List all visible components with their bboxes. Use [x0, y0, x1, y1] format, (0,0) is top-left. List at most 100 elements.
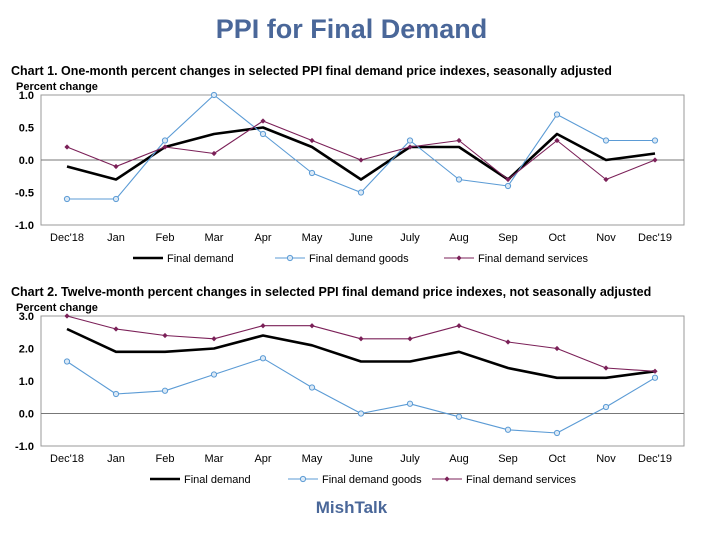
chart1-xtick-label: Oct — [548, 232, 565, 244]
chart1-point-final-demand-services — [603, 176, 609, 183]
chart2-xtick-label: Dec'19 — [638, 453, 672, 465]
chart2-point-final-demand-goods — [308, 384, 316, 391]
chart2-ytick-label: 3.0 — [19, 311, 34, 323]
chart2-xtick-label: July — [400, 453, 420, 465]
chart1-point-final-demand-services — [162, 144, 168, 150]
chart1-ytick-label: 0.0 — [19, 155, 34, 167]
chart1-point-final-demand-services — [309, 137, 315, 144]
chart2-legend-marker-final-demand-goods — [299, 475, 307, 483]
chart2-ytick-label: -1.0 — [15, 441, 34, 453]
chart1-xtick-label: Dec'18 — [50, 232, 84, 244]
page-title: PPI for Final Demand — [215, 14, 488, 44]
chart1-point-final-demand-goods — [504, 182, 512, 190]
chart1-point-final-demand-services — [113, 163, 119, 170]
chart2-title: Chart 2. Twelve-month percent changes in… — [11, 285, 652, 299]
chart1-legend-label-final-demand-services: Final demand services — [478, 253, 589, 265]
chart2-point-final-demand-services — [64, 313, 70, 319]
chart1-point-final-demand-goods — [63, 195, 71, 203]
chart2-point-final-demand-services — [113, 326, 119, 332]
chart2-point-final-demand-goods — [651, 374, 659, 381]
chart2-point-final-demand-services — [260, 323, 266, 329]
chart1-point-final-demand-services — [554, 137, 560, 144]
chart1-point-final-demand-goods — [455, 176, 463, 183]
chart2-xtick-label: Sep — [498, 453, 518, 465]
chart2-point-final-demand-goods — [259, 355, 267, 362]
chart2-xtick-label: May — [302, 453, 323, 465]
chart1-ytick-label: -0.5 — [15, 188, 34, 200]
chart2-ytick-label: 1.0 — [19, 376, 34, 388]
chart2-legend-marker-final-demand-services — [444, 476, 450, 482]
chart2-point-final-demand-services — [407, 336, 413, 342]
chart1-point-final-demand-services — [505, 176, 511, 183]
chart1-xtick-label: Aug — [449, 232, 469, 244]
chart2-series-final-demand-services — [66, 315, 656, 372]
chart2-point-final-demand-goods — [210, 371, 218, 378]
chart1-xtick-label: May — [302, 232, 323, 244]
chart1-series-final-demand — [66, 126, 656, 181]
chart2-point-final-demand-goods — [63, 358, 71, 365]
chart2-legend-label-final-demand: Final demand — [184, 474, 251, 486]
chart1-legend-label-final-demand: Final demand — [167, 253, 234, 265]
chart1-title: Chart 1. One-month percent changes in se… — [11, 64, 612, 78]
chart2-point-final-demand-services — [652, 368, 658, 374]
chart2-point-final-demand-services — [456, 323, 462, 329]
chart2-xtick-label: Jan — [107, 453, 125, 465]
chart1-point-final-demand-goods — [602, 137, 610, 144]
footer-brand: MishTalk — [315, 498, 388, 517]
chart2-xtick-label: Aug — [449, 453, 469, 465]
chart2-point-final-demand-services — [211, 336, 217, 342]
chart1-point-final-demand-goods — [161, 137, 169, 144]
chart2-series-final-demand — [66, 327, 656, 380]
chart1-xtick-label: Nov — [596, 232, 616, 244]
chart2-ylabel: Percent change — [16, 302, 98, 314]
chart1-point-final-demand-goods — [651, 137, 659, 144]
chart1-xtick-label: Apr — [254, 232, 271, 244]
chart1-point-final-demand-services — [211, 150, 217, 157]
chart1-point-final-demand-goods — [259, 130, 267, 138]
chart2-xtick-label: Feb — [156, 453, 175, 465]
chart2-plot-frame — [40, 315, 685, 447]
chart2-xtick-label: June — [349, 453, 373, 465]
chart2-point-final-demand-goods — [553, 429, 561, 437]
chart1-xtick-label: Jan — [107, 232, 125, 244]
chart1-point-final-demand-services — [407, 144, 413, 150]
chart2-point-final-demand-goods — [455, 413, 463, 420]
chart2-point-final-demand-goods — [406, 400, 414, 407]
chart1-point-final-demand-goods — [210, 91, 218, 99]
chart2-xtick-label: Nov — [596, 453, 616, 465]
chart2-point-final-demand-goods — [357, 410, 365, 417]
chart1-xtick-label: Sep — [498, 232, 518, 244]
chart1-xtick-label: Dec'19 — [638, 232, 672, 244]
chart1-point-final-demand-services — [358, 157, 364, 163]
chart1-point-final-demand-goods — [308, 169, 316, 177]
chart1-xtick-label: June — [349, 232, 373, 244]
chart2-point-final-demand-goods — [161, 387, 169, 394]
chart1-point-final-demand-goods — [406, 137, 414, 144]
chart1-xtick-label: July — [400, 232, 420, 244]
chart2-xtick-label: Oct — [548, 453, 565, 465]
chart2-xtick-label: Dec'18 — [50, 453, 84, 465]
chart1-ytick-label: -1.0 — [15, 220, 34, 232]
chart1-point-final-demand-goods — [357, 189, 365, 196]
chart2-series-final-demand-goods — [66, 357, 656, 434]
chart1-point-final-demand-services — [260, 118, 266, 124]
chart2-ytick-label: 2.0 — [19, 344, 34, 356]
chart2-legend-label-final-demand-services: Final demand services — [466, 474, 577, 486]
chart2-xtick-label: Mar — [205, 453, 224, 465]
chart2-point-final-demand-goods — [504, 426, 512, 433]
chart1-xtick-label: Mar — [205, 232, 224, 244]
chart1-point-final-demand-services — [456, 137, 462, 144]
chart1-xtick-label: Feb — [156, 232, 175, 244]
chart2-point-final-demand-goods — [602, 403, 610, 411]
chart1-point-final-demand-goods — [112, 195, 120, 203]
chart2-xtick-label: Apr — [254, 453, 271, 465]
chart2-point-final-demand-goods — [112, 390, 120, 398]
chart1-ytick-label: 1.0 — [19, 90, 34, 102]
chart1-point-final-demand-goods — [553, 111, 561, 118]
chart2-point-final-demand-services — [162, 332, 168, 339]
chart2-point-final-demand-services — [603, 365, 609, 371]
chart2-point-final-demand-services — [309, 323, 315, 329]
chart2-point-final-demand-services — [358, 336, 364, 342]
